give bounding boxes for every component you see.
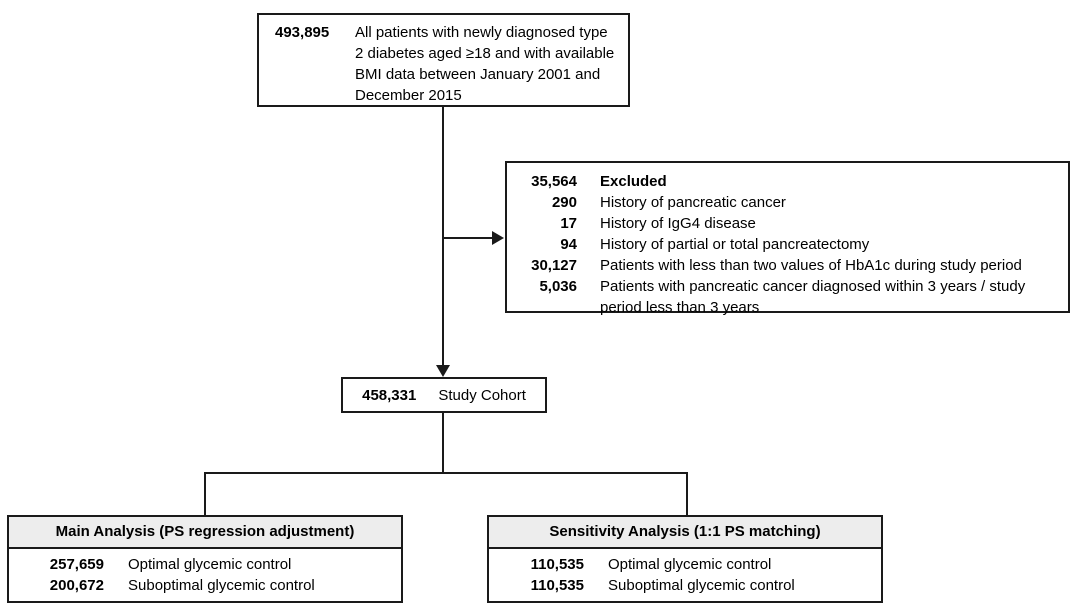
excluded-item-row: 5,036 Patients with pancreatic cancer di… xyxy=(507,276,1068,318)
arrow-down-head-icon xyxy=(436,365,450,377)
sensitivity-analysis-title: Sensitivity Analysis (1:1 PS matching) xyxy=(489,517,881,549)
connector-cohort-down xyxy=(442,413,444,473)
connector-to-excluded xyxy=(443,237,493,239)
analysis-row-label: Optimal glycemic control xyxy=(128,556,292,573)
excluded-item-count: 290 xyxy=(551,194,577,211)
excluded-item-count: 30,127 xyxy=(531,257,577,274)
main-analysis-title: Main Analysis (PS regression adjustment) xyxy=(9,517,401,549)
excluded-item-count: 5,036 xyxy=(539,278,577,295)
study-cohort-label: Study Cohort xyxy=(438,386,526,404)
excluded-label: Excluded xyxy=(600,173,667,190)
analysis-row-count: 200,672 xyxy=(49,577,104,594)
top-population-text: All patients with newly diagnosed type 2… xyxy=(355,24,615,104)
connector-branch-horizontal xyxy=(204,472,687,474)
connector-top-to-cohort xyxy=(442,107,444,367)
excluded-item-label: History of partial or total pancreatecto… xyxy=(600,236,870,253)
excluded-header-row: 35,564 Excluded xyxy=(507,171,1068,192)
excluded-box: 35,564 Excluded 290 History of pancreati… xyxy=(505,161,1070,316)
analysis-row-count: 110,535 xyxy=(530,556,584,573)
analysis-row: 257,659 Optimal glycemic control xyxy=(9,554,401,575)
sensitivity-analysis-body: 110,535 Optimal glycemic control 110,535… xyxy=(489,549,881,596)
connector-branch-left xyxy=(204,472,206,515)
analysis-row-label: Suboptimal glycemic control xyxy=(608,577,795,594)
analysis-row: 200,672 Suboptimal glycemic control xyxy=(9,575,401,596)
excluded-item-label: Patients with less than two values of Hb… xyxy=(600,257,1022,274)
excluded-item-count: 17 xyxy=(560,215,577,232)
top-population-box: 493,895 All patients with newly diagnose… xyxy=(257,13,630,107)
analysis-row: 110,535 Optimal glycemic control xyxy=(489,554,881,575)
excluded-item-row: 290 History of pancreatic cancer xyxy=(507,192,1068,213)
analysis-row-count: 257,659 xyxy=(49,556,104,573)
excluded-item-label: History of pancreatic cancer xyxy=(600,194,786,211)
excluded-item-label: Patients with pancreatic cancer diagnose… xyxy=(600,278,1026,316)
excluded-item-label: History of IgG4 disease xyxy=(600,215,756,232)
excluded-item-row: 17 History of IgG4 disease xyxy=(507,213,1068,234)
arrow-right-head-icon xyxy=(492,231,504,245)
main-analysis-body: 257,659 Optimal glycemic control 200,672… xyxy=(9,549,401,596)
analysis-row: 110,535 Suboptimal glycemic control xyxy=(489,575,881,596)
analysis-row-label: Suboptimal glycemic control xyxy=(128,577,315,594)
analysis-row-count: 110,535 xyxy=(530,577,584,594)
main-analysis-box: Main Analysis (PS regression adjustment)… xyxy=(7,515,403,603)
excluded-item-count: 94 xyxy=(560,236,577,253)
analysis-row-label: Optimal glycemic control xyxy=(608,556,772,573)
study-cohort-count: 458,331 xyxy=(362,386,417,404)
connector-branch-right xyxy=(686,472,688,515)
study-cohort-box: 458,331 Study Cohort xyxy=(341,377,547,413)
excluded-item-row: 94 History of partial or total pancreate… xyxy=(507,234,1068,255)
sensitivity-analysis-box: Sensitivity Analysis (1:1 PS matching) 1… xyxy=(487,515,883,603)
top-population-count: 493,895 xyxy=(275,24,330,41)
excluded-item-row: 30,127 Patients with less than two value… xyxy=(507,255,1068,276)
excluded-count: 35,564 xyxy=(531,173,577,190)
